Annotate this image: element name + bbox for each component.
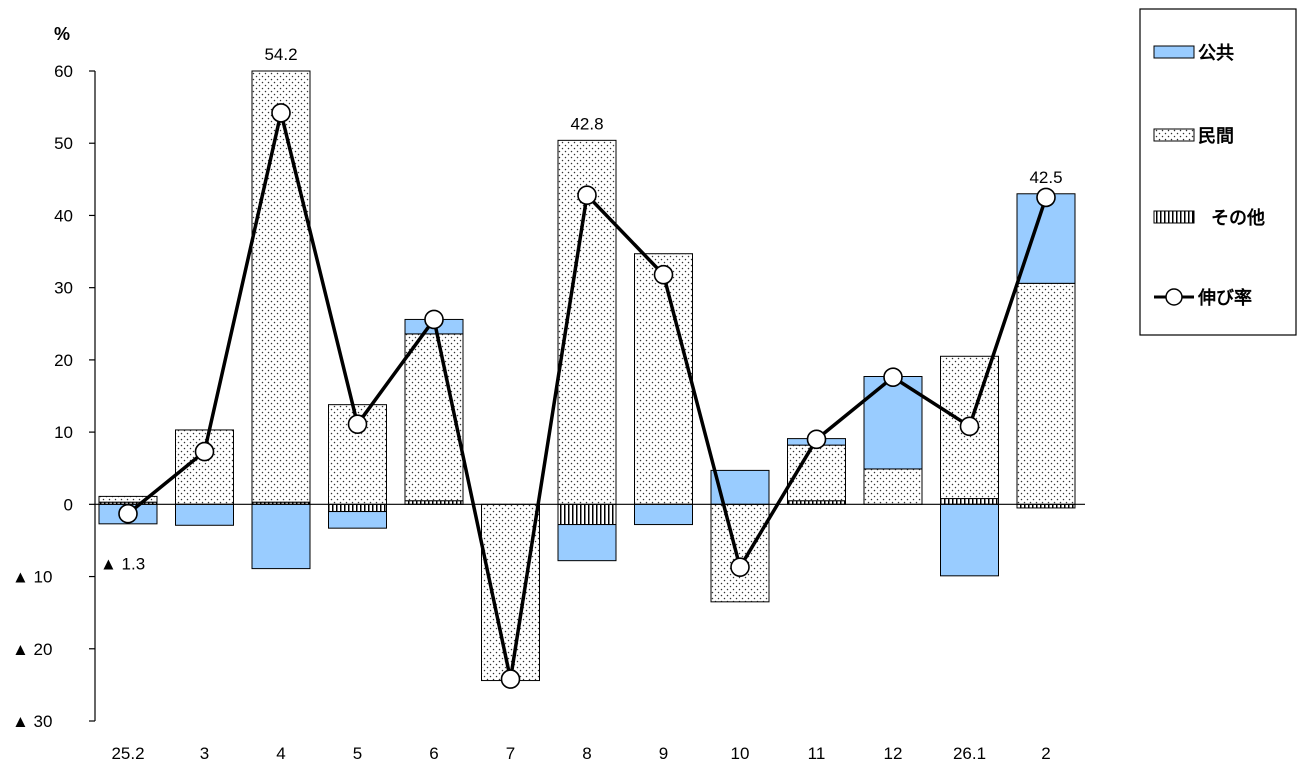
x-tick-label: 5	[353, 744, 362, 763]
y-tick-label: 50	[54, 134, 73, 153]
x-tick-label: 26.1	[953, 744, 986, 763]
bar-segment-other	[328, 503, 387, 513]
legend-item-private: 民間	[1153, 126, 1234, 147]
data-label: ▲ 1.3	[100, 555, 145, 574]
growth-rate-marker	[424, 309, 444, 330]
legend-item-public: 公共	[1153, 43, 1234, 64]
legend-label-public: 公共	[1198, 43, 1234, 64]
legend-item-growth: 伸び率	[1154, 287, 1252, 309]
y-axis-unit: %	[54, 24, 70, 44]
growth-rate-marker	[347, 414, 368, 434]
y-tick-label: 30	[54, 279, 73, 298]
x-tick-label: 6	[429, 744, 438, 763]
data-label: 42.5	[1029, 168, 1062, 187]
bar-segment-private	[634, 253, 693, 505]
x-tick-label: 11	[808, 744, 826, 763]
growth-rate-marker	[577, 185, 597, 206]
y-tick-label: ▲ 30	[12, 712, 52, 731]
legend-box	[1139, 8, 1297, 336]
bar-segment-private	[863, 468, 923, 505]
x-tick-label: 8	[582, 744, 591, 763]
legend-swatch-marker	[1165, 288, 1183, 306]
data-labels: ▲ 1.3 54.2 42.8 42.5	[100, 45, 1063, 574]
bar-segment-private	[98, 495, 158, 503]
growth-rate-marker	[959, 416, 980, 437]
axes: 60 50 40 30 20 10 0 ▲ 10 ▲ 20 ▲ 30 25.2 3 4 5 6 7 8 9 10 11…	[12, 62, 1085, 763]
bar-segment-other	[940, 498, 999, 505]
x-tick-label: 25.2	[111, 744, 144, 763]
x-tick-label: 7	[506, 744, 515, 763]
growth-rate-marker	[271, 103, 291, 123]
y-tick-label: 0	[64, 495, 73, 514]
bar-group	[98, 70, 1076, 682]
bar-segment-public	[1016, 193, 1076, 284]
bar-segment-public	[328, 511, 387, 529]
bar-segment-public	[251, 503, 311, 570]
growth-rate-marker	[883, 367, 903, 388]
x-tick-label: 4	[276, 744, 285, 763]
legend-item-other: その他	[1153, 207, 1265, 229]
x-tick-label: 9	[659, 744, 668, 763]
x-tick-label: 3	[200, 744, 209, 763]
x-tick-label: 2	[1041, 744, 1050, 763]
data-label: 42.8	[570, 114, 603, 133]
legend-label-private: 民間	[1198, 126, 1234, 147]
growth-rate-marker	[118, 503, 138, 524]
legend: 公共 民間 その他 伸び率	[1139, 8, 1297, 336]
bar-segment-public	[175, 503, 234, 526]
y-tick-label: ▲ 20	[12, 640, 52, 659]
growth-rate-marker	[500, 669, 521, 689]
y-tick-label: 60	[54, 62, 73, 81]
growth-rate-marker	[1036, 187, 1056, 208]
legend-swatch-private	[1153, 128, 1195, 142]
growth-rate-marker	[194, 441, 215, 462]
growth-rate-marker	[730, 557, 750, 577]
x-tick-label: 12	[884, 744, 903, 763]
bar-segment-private	[251, 70, 311, 503]
bar-segment-private	[1016, 282, 1076, 505]
legend-swatch-other	[1153, 210, 1195, 224]
y-tick-label: 10	[54, 423, 73, 442]
growth-rate-marker	[806, 429, 827, 450]
bar-segment-public	[557, 524, 617, 562]
legend-label-other: その他	[1211, 207, 1265, 229]
bar-segment-private	[481, 503, 540, 682]
bar-segment-other	[557, 503, 617, 526]
y-tick-label: 20	[54, 351, 73, 370]
growth-rate-marker	[653, 264, 674, 285]
bar-segment-public	[940, 503, 999, 577]
legend-swatch-public	[1153, 45, 1195, 59]
y-tick-label: ▲ 10	[12, 568, 52, 587]
legend-label-growth: 伸び率	[1197, 287, 1252, 309]
data-label: 54.2	[264, 45, 297, 64]
bar-segment-public	[634, 503, 693, 526]
growth-rate-line	[118, 103, 1056, 689]
x-tick-label: 10	[731, 744, 750, 763]
y-tick-label: 40	[54, 206, 73, 225]
bar-segment-private	[710, 503, 770, 603]
